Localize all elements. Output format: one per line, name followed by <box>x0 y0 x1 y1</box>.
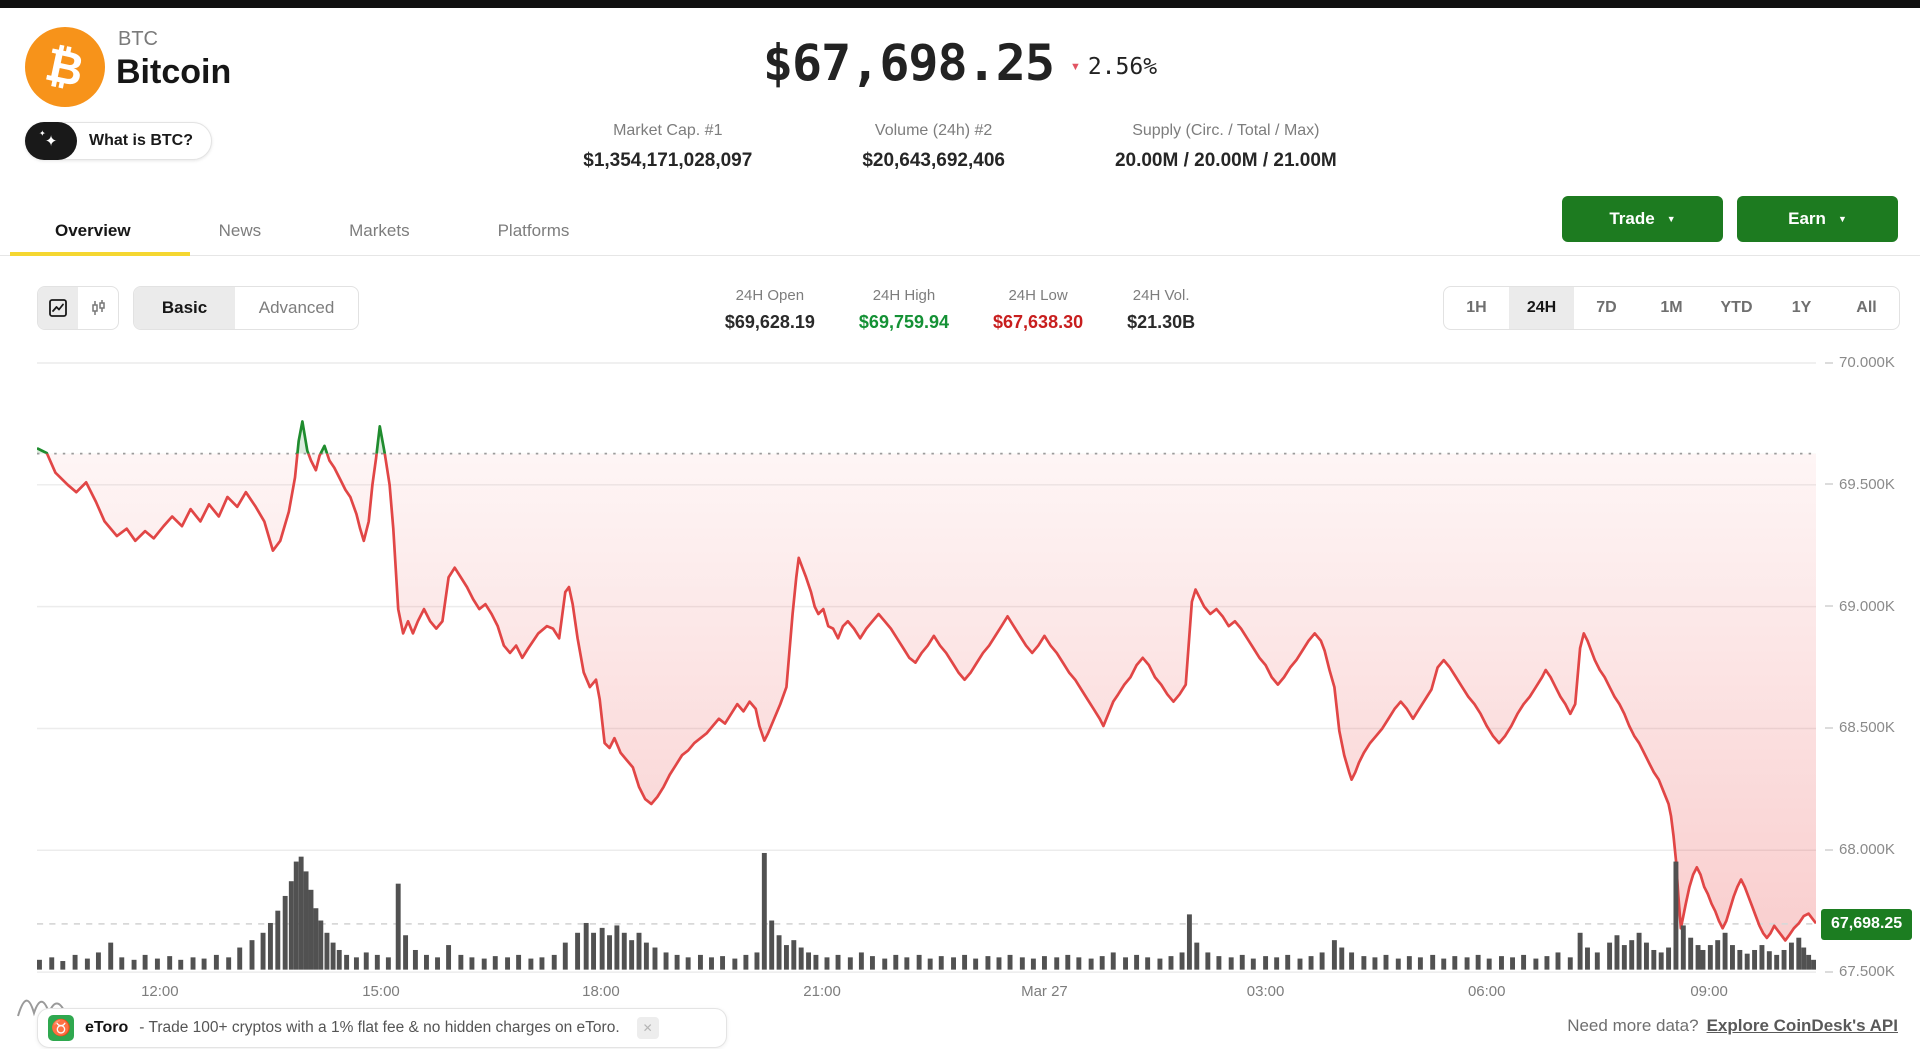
stat-supply: Supply (Circ. / Total / Max) 20.00M / 20… <box>1115 122 1337 172</box>
dismiss-ad-button[interactable]: ✕ <box>636 1017 659 1039</box>
candlestick-icon <box>92 300 105 315</box>
day-stat-label: 24H Open <box>735 287 805 304</box>
stat-value: $20,643,692,406 <box>862 150 1005 171</box>
tab-bar: Overview News Markets Platforms <box>0 206 1920 256</box>
mode-basic-button[interactable]: Basic <box>134 287 236 329</box>
tick-mark <box>1825 726 1833 729</box>
etoro-logo-icon: ♉ <box>48 1015 74 1041</box>
y-axis-tick: 70.000K <box>1825 354 1895 371</box>
x-axis-tick: 21:00 <box>803 983 841 1000</box>
stat-label: Supply (Circ. / Total / Max) <box>1132 122 1320 139</box>
chevron-down-icon: ▼ <box>1837 214 1847 224</box>
time-range-selector: 1H 24H 7D 1M YTD 1Y All <box>1443 286 1900 330</box>
active-tab-underline <box>10 252 190 256</box>
tick-mark <box>1825 970 1833 973</box>
earn-button[interactable]: Earn ▼ <box>1737 196 1898 242</box>
what-is-btc-label: What is BTC? <box>89 132 193 149</box>
x-axis-tick: 12:00 <box>141 983 179 1000</box>
trade-label: Trade <box>1609 209 1655 228</box>
chevron-down-icon: ▼ <box>1666 214 1676 224</box>
range-button-1m[interactable]: 1M <box>1660 299 1683 316</box>
tick-mark <box>1825 848 1833 851</box>
range-button-1h[interactable]: 1H <box>1466 299 1487 316</box>
line-chart-icon <box>49 299 67 317</box>
need-more-data: Need more data? Explore CoinDesk's API <box>1567 1016 1898 1036</box>
tick-mark <box>1825 483 1833 486</box>
stat-label: Market Cap. #1 <box>613 122 723 139</box>
need-more-text: Need more data? <box>1567 1016 1699 1035</box>
current-price-tag: 67,698.25 <box>1821 908 1913 940</box>
x-axis-tick: Mar 27 <box>1021 983 1068 1000</box>
top-strip <box>0 0 1920 8</box>
earn-label: Earn <box>1788 209 1826 228</box>
mode-advanced-button[interactable]: Advanced <box>258 298 335 317</box>
x-axis-tick: 18:00 <box>582 983 620 1000</box>
day-stat-volume: 24H Vol. $21.30B <box>1127 287 1195 333</box>
x-axis-tick: 15:00 <box>362 983 400 1000</box>
day-stat-value: $69,628.19 <box>724 312 815 332</box>
tab-markets[interactable]: Markets <box>349 221 410 240</box>
y-axis-tick: 69.000K <box>1825 598 1895 615</box>
what-is-btc-button[interactable]: ✦ ✦ What is BTC? <box>25 121 212 160</box>
day-stat-open: 24H Open $69,628.19 <box>725 287 815 333</box>
line-chart-type-button[interactable] <box>38 287 78 329</box>
minimap-squiggle-icon <box>17 999 74 1017</box>
day-stat-label: 24H Low <box>1008 287 1068 304</box>
range-button-1y[interactable]: 1Y <box>1791 299 1812 316</box>
tab-news[interactable]: News <box>218 221 262 240</box>
current-price: $67,698.25 <box>762 34 1055 92</box>
tab-platforms[interactable]: Platforms <box>497 221 570 240</box>
stat-volume: Volume (24h) #2 $20,643,692,406 <box>862 122 1005 172</box>
x-axis-tick: 09:00 <box>1690 983 1728 1000</box>
y-axis-tick: 68.500K <box>1825 719 1895 736</box>
day-stat-low: 24H Low $67,638.30 <box>993 287 1083 333</box>
ad-text: - Trade 100+ cryptos with a 1% flat fee … <box>139 1019 620 1036</box>
ad-brand: eToro <box>85 1019 129 1036</box>
day-stat-label: 24H High <box>872 287 936 304</box>
range-button-all[interactable]: All <box>1856 299 1877 316</box>
candlestick-chart-type-button[interactable] <box>78 287 118 329</box>
coin-name: Bitcoin <box>116 53 232 91</box>
trade-button[interactable]: Trade ▼ <box>1562 196 1723 242</box>
tab-overview[interactable]: Overview <box>55 221 131 240</box>
day-stat-value: $69,759.94 <box>858 312 950 332</box>
ticker-label: BTC <box>118 28 158 50</box>
change-percent: 2.56% <box>1087 54 1158 80</box>
day-stat-value: $67,638.30 <box>993 312 1084 332</box>
api-link[interactable]: Explore CoinDesk's API <box>1706 1016 1898 1035</box>
x-axis-tick: 03:00 <box>1246 983 1285 1000</box>
stat-label: Volume (24h) #2 <box>874 122 993 139</box>
y-axis-tick: 68.000K <box>1825 841 1895 858</box>
bitcoin-logo-icon: ₿ <box>25 27 105 107</box>
sparkle-icon: ✦ ✦ <box>25 121 77 160</box>
day-stat-high: 24H High $69,759.94 <box>859 287 949 333</box>
tick-mark <box>1825 361 1833 364</box>
tick-mark <box>1825 605 1833 608</box>
y-axis-tick: 67.500K <box>1825 963 1895 980</box>
down-triangle-icon: ▼ <box>1069 61 1081 73</box>
range-button-ytd[interactable]: YTD <box>1720 299 1753 316</box>
ad-banner[interactable]: ♉ eToro - Trade 100+ cryptos with a 1% f… <box>37 1008 727 1048</box>
range-button-24h[interactable]: 24H <box>1509 287 1574 329</box>
chart-type-toggle <box>37 286 119 330</box>
range-button-7d[interactable]: 7D <box>1596 299 1617 316</box>
stat-value: 20.00M / 20.00M / 21.00M <box>1114 150 1337 171</box>
chart-mode-toggle: Basic Advanced <box>133 286 359 330</box>
price-chart[interactable] <box>37 362 1816 977</box>
price-change-badge: ▼ 2.56% <box>1070 54 1157 80</box>
stat-market-cap: Market Cap. #1 $1,354,171,028,097 <box>583 122 752 172</box>
day-stat-label: 24H Vol. <box>1132 287 1190 304</box>
stat-value: $1,354,171,028,097 <box>583 150 753 171</box>
y-axis-tick: 69.500K <box>1825 476 1895 493</box>
x-axis-tick: 06:00 <box>1467 983 1506 1000</box>
day-stat-value: $21.30B <box>1127 312 1196 332</box>
